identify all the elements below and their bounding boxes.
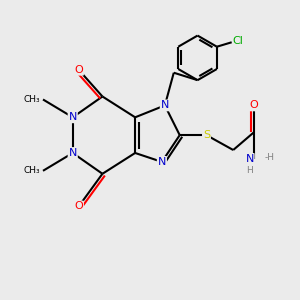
Text: N: N bbox=[68, 112, 77, 122]
Text: Cl: Cl bbox=[233, 36, 244, 46]
Text: N: N bbox=[245, 154, 254, 164]
Text: S: S bbox=[203, 130, 210, 140]
Text: CH₃: CH₃ bbox=[24, 166, 40, 175]
Text: O: O bbox=[74, 65, 83, 75]
Text: CH₃: CH₃ bbox=[24, 95, 40, 104]
Text: N: N bbox=[68, 148, 77, 158]
Text: N: N bbox=[158, 157, 166, 167]
Text: O: O bbox=[250, 100, 258, 110]
Text: H: H bbox=[246, 166, 253, 175]
Text: N: N bbox=[161, 100, 169, 110]
Text: O: O bbox=[74, 202, 83, 212]
Text: -H: -H bbox=[264, 153, 274, 162]
